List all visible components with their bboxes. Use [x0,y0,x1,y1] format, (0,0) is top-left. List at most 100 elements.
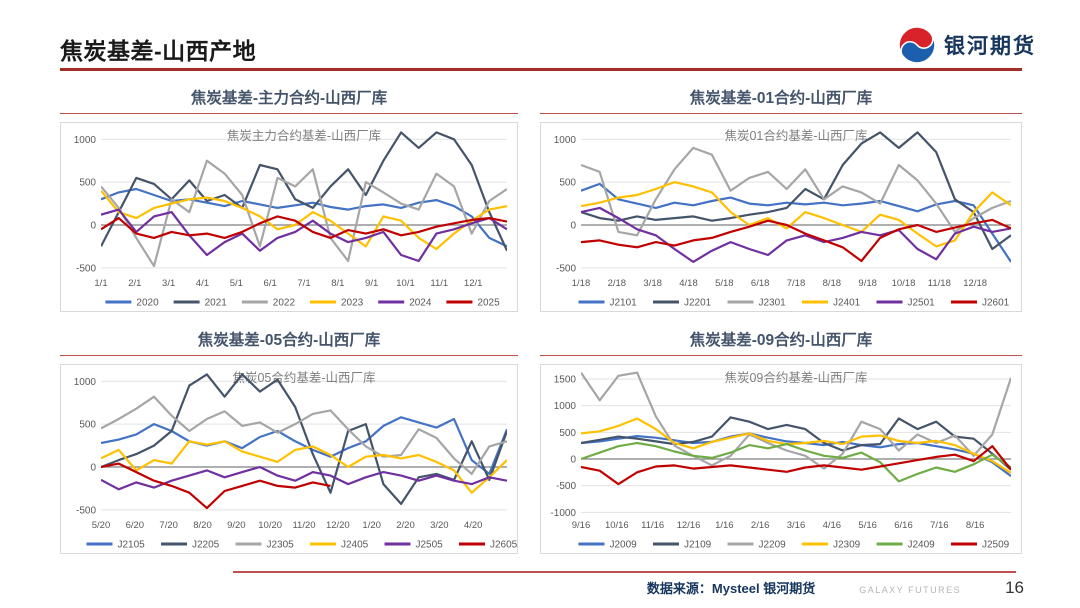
y-tick-label: -500 [76,505,96,516]
legend-label-J2405: J2405 [341,540,369,551]
series-line-J2509 [581,445,1011,486]
chart-01-contract: 1000 500 0 -500 1/18 2/18 3/18 4/18 5/18 6/18 7/18… [540,122,1022,312]
line-chart-svg: 1000 500 0 -500 1/18 2/18 3/18 4/18 5/18 6/18 7/18… [554,128,1011,309]
panel-title: 焦炭基差-05合约-山西厂库 [60,328,518,356]
x-tick-label: 3/16 [787,520,806,531]
x-tick-label: 2/18 [608,278,627,289]
x-tick-label: 11/1 [430,278,448,289]
x-tick-label: 10/18 [892,278,916,289]
legend-label-J2205: J2205 [192,540,220,551]
chart-inner-title: 焦炭09合约基差-山西厂库 [724,370,867,385]
x-tick-label: 5/20 [92,520,111,531]
x-tick-label: 8/20 [193,520,212,531]
x-tick-label: 3/1 [162,278,175,289]
y-tick-label: 0 [90,463,96,474]
chart-05-contract: 1000 500 0 -500 5/20 6/20 7/20 8/20 9/20 10/20 11/… [60,364,518,554]
series-line-J2601 [581,218,1011,263]
x-tick-label: 9/18 [858,278,877,289]
x-tick-label: 5/1 [230,278,243,289]
x-tick-label: 2/20 [396,520,415,531]
y-tick-label: 0 [90,221,96,232]
x-tick-label: 1/16 [715,520,734,531]
series-line-2021 [101,131,507,252]
panel-title: 焦炭基差-主力合约-山西厂库 [60,86,518,114]
x-tick-label: 7/16 [930,520,949,531]
x-tick-label: 11/16 [641,520,664,531]
series-line-J2301 [581,146,1011,237]
y-tick-label: 1000 [554,401,577,412]
x-tick-label: 1/1 [94,278,107,289]
legend-label-J2109: J2109 [684,540,712,551]
series-line-J2605 [101,462,331,510]
x-tick-label: 4/18 [679,278,698,289]
legend-label-J2301: J2301 [759,298,787,309]
legend-label-J2201: J2201 [684,298,712,309]
x-tick-label: 11/18 [928,278,951,289]
y-tick-label: 1000 [554,135,577,146]
x-tick-label: 1/18 [572,278,591,289]
legend-label-J2305: J2305 [267,540,295,551]
footer: 数据来源：Mysteel 银河期货 GALAXY FUTURES 16 [647,578,1024,598]
series-line-2022 [101,159,507,268]
legend-label-J2105: J2105 [118,540,146,551]
panel-title: 焦炭基差-01合约-山西厂库 [540,86,1022,114]
y-tick-label: -500 [556,263,576,274]
y-tick-label: -1000 [550,508,576,519]
series-line-2023 [101,189,507,251]
y-tick-label: 1000 [74,377,97,388]
x-tick-label: 10/20 [258,520,282,531]
footer-divider [233,571,1016,573]
legend-label-J2501: J2501 [908,298,936,309]
legend-label-J2601: J2601 [982,298,1010,309]
series-line-J2305 [101,395,507,475]
series-line-J2205 [101,373,507,505]
x-tick-label: 12/16 [677,520,701,531]
x-tick-label: 2/1 [128,278,141,289]
legend-label-J2209: J2209 [759,540,787,551]
x-tick-label: 8/1 [331,278,344,289]
x-tick-label: 10/1 [396,278,415,289]
x-tick-label: 9/16 [572,520,591,531]
x-tick-label: 6/1 [264,278,277,289]
x-tick-label: 3/18 [643,278,662,289]
legend-label-2023: 2023 [341,298,364,309]
brand-watermark: GALAXY FUTURES [859,585,962,595]
x-tick-label: 6/16 [894,520,913,531]
series-line-2025 [101,215,507,239]
x-tick-label: 12/20 [326,520,350,531]
series-line-J2505 [101,465,507,491]
line-chart-svg: 1000 500 0 -500 5/20 6/20 7/20 8/20 9/20 10/20 11/… [74,370,518,551]
brand-logo: 银河期货 [898,26,1036,64]
data-source: 数据来源：Mysteel 银河期货 [646,581,816,596]
chart-panel-09: 焦炭基差-09合约-山西厂库 1500 1000 500 0 -500 -1000 9/16… [540,328,1022,554]
x-tick-label: 8/16 [966,520,985,531]
x-tick-label: 5/16 [858,520,877,531]
y-tick-label: 0 [570,221,576,232]
series-line-J2401 [581,181,1011,248]
x-tick-label: 6/18 [751,278,770,289]
series-line-J2209 [581,371,1011,470]
x-tick-label: 8/18 [823,278,842,289]
x-tick-label: 3/20 [430,520,449,531]
x-tick-label: 10/16 [605,520,629,531]
series-line-J2201 [581,131,1011,251]
y-tick-label: -500 [76,263,96,274]
y-tick-label: -500 [556,481,576,492]
y-tick-label: 500 [79,420,96,431]
chart-09-contract: 1500 1000 500 0 -500 -1000 9/16 10/16 11/16 12/16… [540,364,1022,554]
x-tick-label: 6/20 [126,520,145,531]
legend-label-2021: 2021 [205,298,228,309]
legend-label-2024: 2024 [409,298,432,309]
line-chart-svg: 1000 500 0 -500 1/1 2/1 3/1 4/1 5/1 6/1 7/1 8/1 9/1 1… [74,128,507,309]
series-line-J2409 [581,441,1011,483]
x-tick-label: 9/20 [227,520,246,531]
x-tick-label: 12/18 [963,278,987,289]
legend-label-2020: 2020 [136,298,159,309]
legend-label-2025: 2025 [477,298,500,309]
brand-name: 银河期货 [944,35,1036,58]
x-tick-label: 7/20 [159,520,178,531]
panel-title: 焦炭基差-09合约-山西厂库 [540,328,1022,356]
legend-label-J2101: J2101 [610,298,638,309]
x-tick-label: 5/18 [715,278,734,289]
